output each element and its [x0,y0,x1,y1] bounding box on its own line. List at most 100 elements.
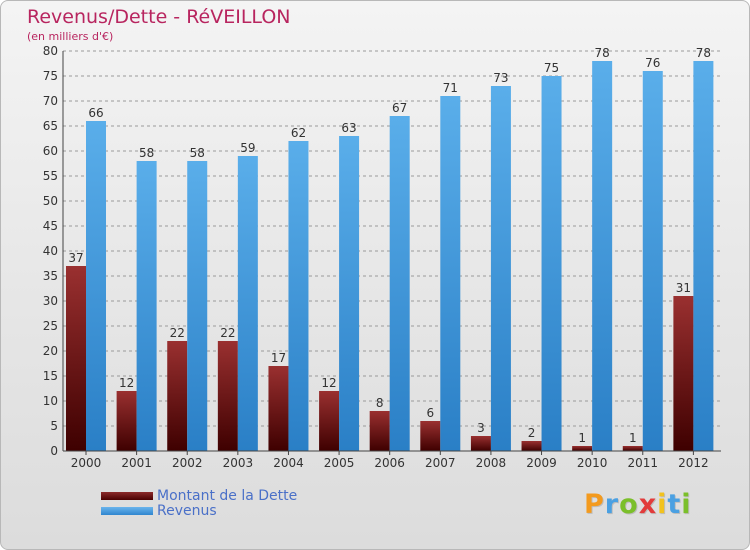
data-label-revenue: 75 [544,61,559,75]
data-label-debt: 12 [119,376,134,390]
bar-revenue [592,61,613,451]
logo-letter: x [638,489,658,520]
bar-debt [572,446,593,451]
bar-debt [420,421,441,451]
bar-revenue [339,136,360,451]
logo-letter: t [667,489,682,520]
data-label-revenue: 59 [240,141,255,155]
data-label-debt: 17 [271,351,286,365]
x-tick-label: 2008 [476,456,507,470]
y-tick-label: 50 [43,194,58,208]
bar-debt [217,341,238,451]
logo-letter: i [657,489,668,520]
x-tick-label: 2006 [374,456,405,470]
y-tick-label: 30 [43,294,58,308]
bar-revenue [693,61,714,451]
y-tick-label: 80 [43,44,58,58]
x-tick-label: 2003 [223,456,254,470]
bar-debt [521,441,542,451]
data-label-revenue: 78 [696,46,711,60]
legend-item-revenue: Revenus [101,502,297,519]
bar-debt [622,446,643,451]
data-label-debt: 37 [68,251,83,265]
y-tick-label: 15 [43,369,58,383]
chart-subtitle: (en milliers d'€) [27,30,114,43]
data-label-revenue: 73 [493,71,508,85]
bar-debt [116,391,137,451]
bar-revenue [187,161,208,451]
y-tick-label: 5 [50,419,58,433]
bar-debt [470,436,491,451]
data-label-debt: 6 [426,406,434,420]
data-label-revenue: 58 [139,146,154,160]
bar-debt [673,296,694,451]
y-tick-label: 65 [43,119,58,133]
legend-label-debt: Montant de la Dette [157,487,298,504]
y-tick-label: 20 [43,344,58,358]
logo-letter: r [604,489,620,520]
data-label-revenue: 67 [392,101,407,115]
bar-revenue [136,161,157,451]
logo-letter: P [584,489,605,520]
bar-debt [319,391,340,451]
x-tick-label: 2007 [425,456,456,470]
data-label-debt: 22 [170,326,185,340]
x-tick-label: 2011 [627,456,658,470]
y-tick-label: 75 [43,69,58,83]
logo-letter: i [681,489,692,520]
y-tick-label: 10 [43,394,58,408]
data-label-debt: 1 [629,431,637,445]
bar-debt [268,366,289,451]
bar-revenue [86,121,106,451]
x-tick-label: 2012 [678,456,709,470]
proxiti-logo: Proxiti [584,489,692,520]
y-tick-label: 35 [43,269,58,283]
bar-debt [66,266,86,451]
data-label-debt: 8 [376,396,384,410]
data-label-revenue: 78 [595,46,610,60]
x-tick-label: 2004 [273,456,304,470]
x-tick-label: 2002 [172,456,203,470]
bar-revenue [389,116,410,451]
bar-revenue [440,96,461,451]
data-label-revenue: 62 [291,126,306,140]
logo-letter: o [619,489,639,520]
data-label-debt: 31 [676,281,691,295]
data-label-debt: 12 [321,376,336,390]
x-tick-label: 2001 [121,456,152,470]
y-tick-label: 25 [43,319,58,333]
x-tick-label: 2000 [71,456,102,470]
legend-swatch-revenue [101,506,153,515]
legend-label-revenue: Revenus [157,502,217,519]
x-tick-label: 2005 [324,456,355,470]
data-label-revenue: 58 [190,146,205,160]
bar-debt [369,411,390,451]
chart-title: Revenus/Dette - RéVEILLON [27,6,291,28]
bar-revenue [541,76,562,451]
y-tick-label: 70 [43,94,58,108]
y-tick-label: 60 [43,144,58,158]
data-label-debt: 3 [477,421,485,435]
y-tick-label: 55 [43,169,58,183]
y-tick-label: 40 [43,244,58,258]
bar-revenue [642,71,663,451]
bar-revenue [288,141,309,451]
legend-swatch-debt [101,491,153,500]
data-label-debt: 1 [578,431,586,445]
data-label-debt: 2 [528,426,536,440]
data-label-revenue: 66 [88,106,103,120]
y-tick-label: 45 [43,219,58,233]
chart-legend: Montant de la Dette Revenus [101,487,298,519]
x-tick-label: 2010 [577,456,608,470]
y-tick-label: 0 [50,444,58,458]
data-label-revenue: 63 [341,121,356,135]
data-label-revenue: 76 [645,56,660,70]
x-tick-label: 2009 [526,456,557,470]
bar-debt [167,341,188,451]
bar-revenue [237,156,258,451]
data-label-revenue: 71 [443,81,458,95]
legend-item-debt: Montant de la Dette [101,487,298,504]
data-label-debt: 22 [220,326,235,340]
